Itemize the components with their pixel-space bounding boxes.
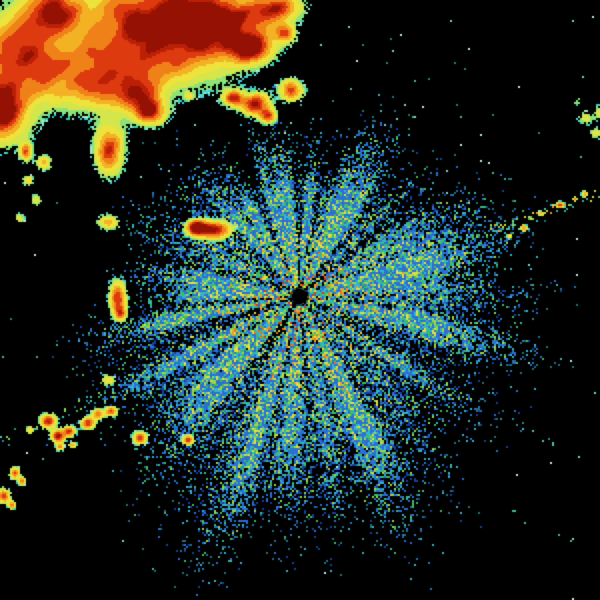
- radar-display: [0, 0, 600, 600]
- radar-reflectivity-canvas: [0, 0, 600, 600]
